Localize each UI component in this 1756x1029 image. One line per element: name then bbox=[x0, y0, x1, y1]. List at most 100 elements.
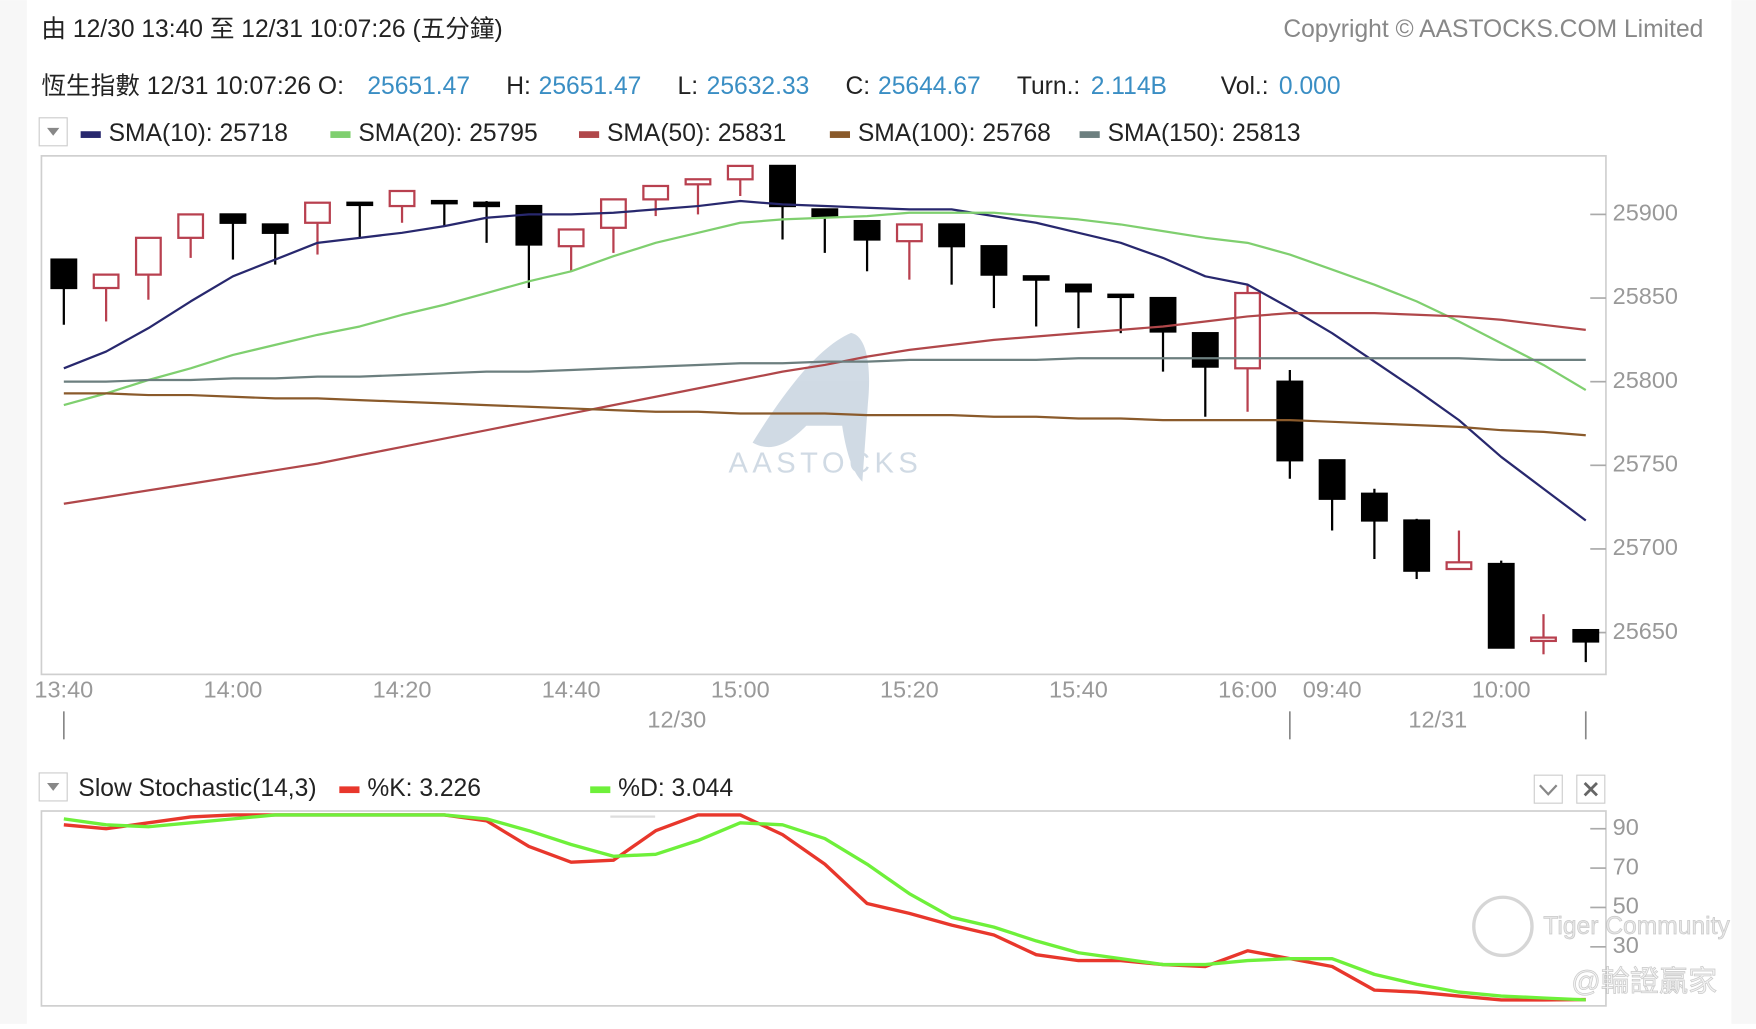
watermark-text: @輪證贏家 bbox=[1571, 965, 1717, 998]
right-margin bbox=[1731, 0, 1756, 1024]
line-series bbox=[63, 211, 1587, 407]
quote-label: Vol.: bbox=[1221, 73, 1269, 100]
dropdown-arrow bbox=[47, 127, 60, 136]
dropdown-arrow bbox=[47, 783, 60, 791]
y-tick-label: 50 bbox=[1613, 893, 1639, 919]
legend-label: SMA(20): 25795 bbox=[358, 120, 537, 147]
x-tick-label: 10:00 bbox=[1472, 676, 1531, 702]
legend-swatch bbox=[80, 131, 101, 138]
range-title: 由 12/30 13:40 至 12/31 10:07:26 (五分鐘) bbox=[41, 15, 502, 43]
candle-body bbox=[1360, 492, 1388, 522]
line-series bbox=[63, 392, 1586, 437]
watermark-text: Tiger Community bbox=[1543, 913, 1730, 940]
y-tick-label: 25650 bbox=[1613, 618, 1678, 644]
y-tick-label: 25900 bbox=[1613, 200, 1678, 226]
line-series bbox=[63, 813, 1586, 1002]
quote-label: H: bbox=[506, 73, 531, 100]
x-group-label: 12/31 bbox=[1408, 707, 1467, 733]
y-tick-label: 70 bbox=[1613, 853, 1639, 879]
candle-body bbox=[1191, 332, 1219, 368]
collapse-icon bbox=[1539, 784, 1558, 796]
legend-swatch bbox=[1079, 131, 1100, 138]
watermark-logo bbox=[1472, 895, 1534, 958]
quote-label: L: bbox=[678, 73, 699, 100]
candle-body bbox=[1403, 519, 1431, 572]
candle-body bbox=[642, 184, 670, 201]
line-series bbox=[63, 357, 1586, 383]
panel-divider bbox=[610, 815, 656, 818]
y-tick-label: 30 bbox=[1613, 932, 1639, 958]
x-tick-label: 16:00 bbox=[1218, 676, 1277, 702]
candle-body bbox=[50, 258, 78, 290]
panel-title: Slow Stochastic(14,3) bbox=[78, 775, 316, 802]
x-tick-label: 09:40 bbox=[1303, 676, 1362, 702]
x-tick-label: 14:40 bbox=[542, 676, 601, 702]
watermark-text: AASTOCKS bbox=[728, 448, 922, 480]
quote-turnover: 2.114B bbox=[1091, 73, 1167, 100]
x-tick-label: 15:20 bbox=[880, 676, 939, 702]
collapse-button[interactable] bbox=[1533, 774, 1563, 804]
quote-low: 25632.33 bbox=[707, 73, 810, 100]
stochastic-plot-frame bbox=[40, 810, 1607, 1007]
candle-body bbox=[388, 189, 416, 208]
legend-swatch bbox=[339, 786, 360, 794]
candle-body bbox=[684, 178, 712, 186]
left-margin bbox=[0, 0, 27, 1024]
candle-body bbox=[1065, 283, 1092, 293]
candle-body bbox=[304, 201, 331, 224]
y-tick-label: 90 bbox=[1613, 814, 1639, 840]
x-tick-label: 14:20 bbox=[373, 676, 432, 702]
candle-body bbox=[853, 219, 881, 241]
candle-body bbox=[1234, 291, 1262, 370]
watermark-logo bbox=[752, 332, 870, 482]
candle-body bbox=[1022, 275, 1050, 281]
candle-body bbox=[895, 223, 923, 243]
y-tick-label: 25750 bbox=[1613, 451, 1678, 477]
legend-swatch bbox=[330, 131, 351, 138]
legend-swatch bbox=[590, 786, 611, 794]
quote-volume: 0.000 bbox=[1279, 73, 1341, 100]
candle-body bbox=[938, 223, 966, 248]
candle-body bbox=[430, 199, 458, 205]
legend-swatch bbox=[578, 131, 600, 138]
line-series bbox=[63, 199, 1587, 522]
candle-body bbox=[92, 273, 120, 290]
candle-body bbox=[261, 223, 289, 234]
close-icon bbox=[1583, 782, 1598, 797]
y-tick-label: 25850 bbox=[1613, 283, 1678, 309]
candle-body bbox=[1487, 562, 1515, 649]
legend-swatch bbox=[829, 131, 851, 138]
legend-label: %D: 3.044 bbox=[618, 775, 733, 802]
quote-close: 25644.67 bbox=[878, 73, 981, 100]
candle-body bbox=[134, 236, 162, 276]
legend-label: SMA(150): 25813 bbox=[1108, 120, 1301, 147]
x-tick-label: 14:00 bbox=[204, 676, 263, 702]
candle-body bbox=[177, 213, 205, 239]
price-plot-frame bbox=[40, 155, 1607, 676]
quote-open: 25651.47 bbox=[367, 73, 470, 100]
candle-body bbox=[811, 208, 839, 218]
candle-body bbox=[557, 228, 585, 248]
candle-body bbox=[1530, 636, 1557, 643]
x-group-label: 12/30 bbox=[647, 707, 706, 733]
candle-body bbox=[515, 204, 543, 246]
line-series bbox=[63, 311, 1586, 505]
aastocks-watermark: AASTOCKS bbox=[728, 332, 922, 482]
quote-high: 25651.47 bbox=[539, 73, 642, 100]
legend-label: SMA(50): 25831 bbox=[607, 120, 786, 147]
copyright: Copyright © AASTOCKS.COM Limited bbox=[1283, 16, 1703, 43]
legend-label: SMA(100): 25768 bbox=[858, 120, 1051, 147]
quote-label: Turn.: bbox=[1017, 73, 1080, 100]
candle-body bbox=[769, 164, 796, 208]
candle-body bbox=[1107, 293, 1135, 299]
candle-body bbox=[1318, 459, 1346, 500]
candle-body bbox=[473, 201, 501, 208]
x-tick-label: 13:40 bbox=[34, 676, 93, 702]
y-tick-label: 25800 bbox=[1613, 367, 1678, 393]
candle-body bbox=[219, 213, 247, 224]
x-tick-label: 15:40 bbox=[1049, 676, 1108, 702]
tiger-watermark: Tiger Community @輪證贏家 bbox=[1472, 895, 1731, 999]
candle-body bbox=[346, 201, 374, 207]
